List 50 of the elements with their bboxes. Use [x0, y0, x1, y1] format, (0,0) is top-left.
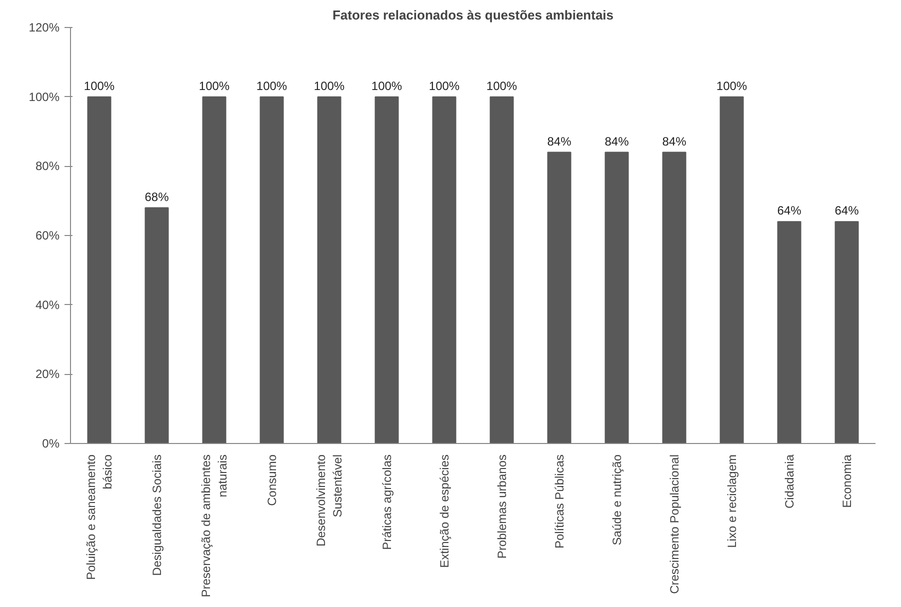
data-label: 64% [777, 204, 802, 218]
data-label: 84% [662, 134, 687, 148]
bar [777, 221, 802, 444]
x-tick-label: Desenvolvimento Sustentável [314, 454, 345, 547]
x-tick-label: Problemas urbanos [494, 454, 509, 559]
chart-title: Fatores relacionados às questões ambientais [332, 8, 614, 22]
x-tick-label: Práticas agrícolas [380, 454, 394, 550]
y-tick-label: 40% [35, 298, 60, 312]
x-tick-label: Poluição e saneamento básico [84, 454, 115, 580]
x-tick-label: Preservação de ambientes naturais [198, 454, 230, 598]
bar [87, 96, 112, 444]
bar [317, 96, 342, 444]
data-label: 100% [198, 78, 230, 93]
x-tick-label: Extinção de espécies [437, 454, 452, 568]
data-label: 100% [256, 78, 288, 93]
data-label: 100% [84, 78, 115, 93]
bar [432, 96, 456, 444]
y-tick-label: 20% [35, 367, 60, 382]
bar [260, 96, 284, 444]
x-tick-label: Crescimento Populacional [667, 454, 682, 594]
data-label: 84% [604, 134, 630, 148]
data-label: 100% [428, 78, 460, 93]
y-tick-label: 0% [42, 436, 60, 450]
bar [604, 152, 629, 444]
x-tick-label: Lixo e reciclagem [724, 454, 739, 548]
data-label: 84% [547, 134, 572, 148]
bar [144, 207, 169, 444]
bar [720, 96, 744, 444]
y-tick-label: 120% [28, 20, 60, 34]
x-tick-label: Cidadania [782, 454, 796, 509]
data-label: 100% [716, 78, 748, 93]
bar [662, 152, 686, 444]
y-tick-label: 60% [35, 228, 60, 242]
x-tick-label: Políticas Públicas [552, 454, 566, 549]
data-label: 64% [834, 204, 860, 218]
x-tick-label: Consumo [264, 454, 279, 506]
data-label: 100% [486, 78, 518, 93]
bar [374, 96, 399, 444]
bar [547, 152, 572, 444]
bar [202, 96, 226, 444]
data-label: 100% [314, 78, 345, 93]
data-label: 68% [144, 190, 170, 204]
x-tick-label: Economia [840, 454, 854, 508]
y-tick-label: 100% [28, 90, 60, 104]
data-label: 100% [371, 78, 402, 93]
y-tick-label: 80% [35, 159, 60, 174]
x-tick-label: Saúde e nutrição [610, 454, 624, 546]
bar [490, 96, 514, 444]
x-tick-label: Desigualdades Sociais [150, 454, 164, 576]
bar [834, 221, 859, 444]
